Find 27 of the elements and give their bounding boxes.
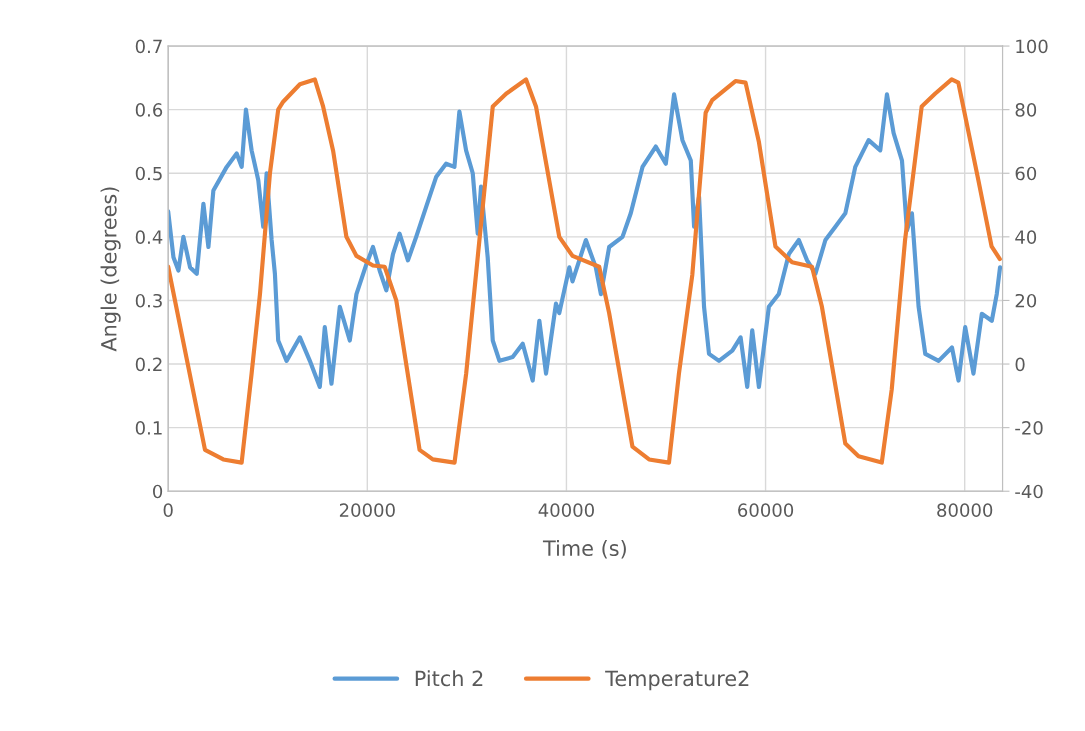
y2-tick-label: -20 — [1015, 421, 1043, 435]
x-tick-label: 40000 — [538, 503, 594, 518]
x-tick-label: 60000 — [738, 503, 794, 518]
legend-label: Temperature2 — [605, 670, 749, 691]
y2-tick-label: 20 — [1015, 293, 1037, 308]
line-series — [168, 77, 1002, 465]
y-tick-label: 0.4 — [135, 230, 163, 244]
y-axis-title: Angle (degrees) — [100, 187, 121, 352]
y-tick-label: 0.3 — [135, 293, 162, 308]
y-tick-label: 0.5 — [135, 166, 162, 181]
y2-tick-label: 100 — [1016, 39, 1048, 54]
line-series — [168, 92, 1003, 390]
legend-label: Pitch 2 — [415, 670, 483, 687]
y2-tick-label: -40 — [1015, 484, 1043, 499]
y2-tick-label: 40 — [1015, 230, 1037, 244]
x-tick-label: 80000 — [937, 503, 993, 518]
y-tick-label: 0.7 — [135, 39, 162, 54]
y-tick-label: 0.1 — [135, 421, 162, 435]
x-tick-label: 0 — [163, 503, 173, 518]
x-axis-title: Time (s) — [542, 539, 626, 559]
y-tick-label: 0.6 — [135, 103, 163, 117]
y2-tick-label: 60 — [1015, 166, 1037, 181]
y2-tick-label: 0 — [1015, 357, 1025, 372]
y2-tick-label: 80 — [1015, 103, 1037, 117]
y-tick-label: 0.2 — [135, 357, 162, 372]
y-tick-label: 0 — [153, 484, 163, 499]
x-tick-label: 20000 — [339, 503, 395, 518]
